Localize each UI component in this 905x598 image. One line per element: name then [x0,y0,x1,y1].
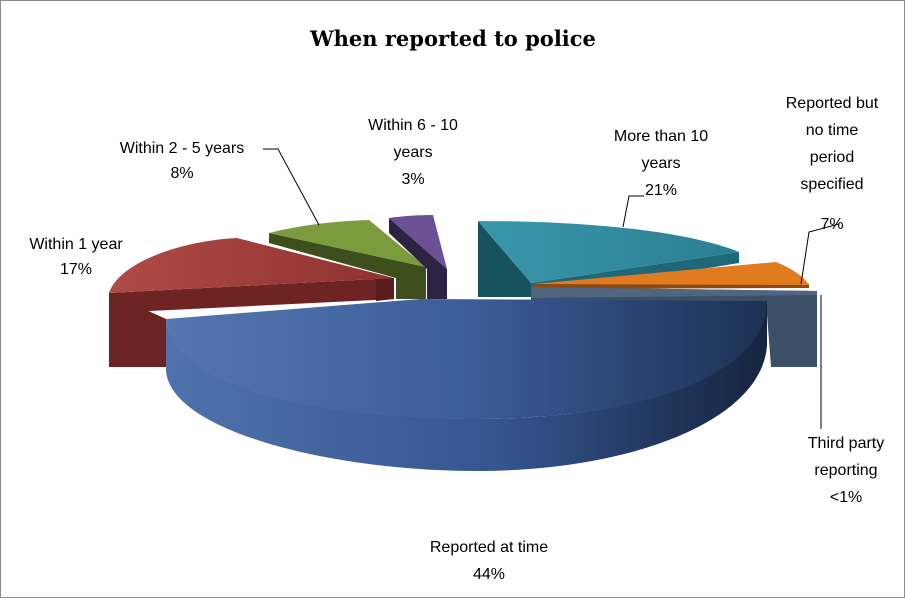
label-value: 17% [60,261,92,278]
label-value: 44% [473,566,505,583]
label-within-2-5-years: Within 2 - 5 years 8% [120,140,244,182]
label-text: Within 1 year [29,236,123,253]
leader-more-than-10-years [622,195,644,228]
label-third-party: Third party reporting <1% [808,435,884,506]
label-text: Within 2 - 5 years [120,140,244,157]
label-reported-at-time: Reported at time 44% [430,539,548,583]
label-text-line1: More than 10 [614,128,708,145]
label-text-line3: period [810,149,854,166]
leader-reported-no-time [800,223,840,285]
label-text: Reported at time [430,539,548,556]
label-within-1-year: Within 1 year 17% [29,236,123,278]
label-text-line1: Within 6 - 10 [368,117,458,134]
label-value: 7% [820,216,843,233]
label-value: 21% [645,182,677,199]
label-text-line2: years [641,155,680,172]
label-text-line2: reporting [814,462,877,479]
leader-within-2-5-years [263,148,320,226]
slice-third-party-reporting [531,287,817,367]
slice-within-1-year [109,238,394,367]
label-within-6-10-years: Within 6 - 10 years 3% [368,117,458,188]
label-text-line4: specified [800,176,863,193]
label-text-line1: Third party [808,435,884,452]
slice-within-2-5-years [269,220,426,299]
label-more-than-10-years: More than 10 years 21% [614,128,708,199]
label-text-line2: no time [806,122,859,139]
chart-title: When reported to police [309,26,596,51]
slice-reported-no-time-period [533,262,809,289]
label-value: 8% [170,165,193,182]
label-value: 3% [401,171,424,188]
label-value: <1% [830,489,862,506]
label-reported-no-time: Reported but no time period specified 7% [786,95,879,233]
label-text-line2: years [393,144,432,161]
slice-reported-at-time [166,299,767,471]
label-text-line1: Reported but [786,95,879,112]
slice-within-6-10-years [389,215,447,299]
